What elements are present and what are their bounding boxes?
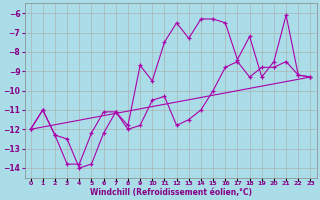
X-axis label: Windchill (Refroidissement éolien,°C): Windchill (Refroidissement éolien,°C) bbox=[90, 188, 252, 197]
